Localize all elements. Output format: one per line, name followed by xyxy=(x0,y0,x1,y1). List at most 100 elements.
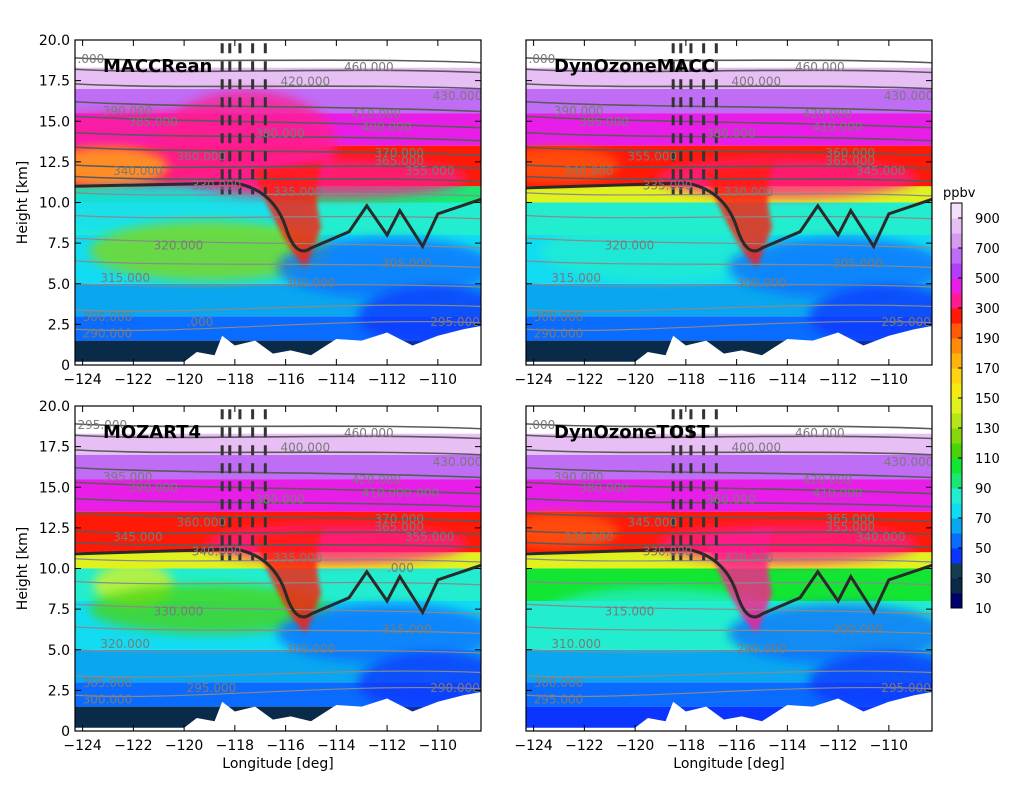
colorbar-swatch xyxy=(951,353,962,369)
tropopause-line xyxy=(526,547,932,619)
contour-label: 460.000 xyxy=(795,426,845,440)
isentrope-line xyxy=(526,164,932,170)
tropopause-line xyxy=(75,181,481,253)
x-tick-label: −122 xyxy=(565,372,603,388)
isentrope-line xyxy=(526,649,932,654)
contour-label: 410.000 xyxy=(813,120,863,134)
x-tick-label: −122 xyxy=(565,738,603,754)
contour-label: 360.000 xyxy=(825,146,875,160)
contour-label: 385.000 xyxy=(579,115,629,129)
ozone-band xyxy=(526,433,932,455)
colorbar-swatch xyxy=(951,383,962,399)
colorbar-swatch xyxy=(951,248,962,264)
colorbar-swatch xyxy=(951,563,962,579)
contour-label: 335.000 xyxy=(273,551,323,565)
contour-label: 355.000 xyxy=(628,149,678,163)
contour-label: 305.000 xyxy=(382,257,432,271)
ozone-band xyxy=(75,406,481,434)
contour-label: 300.000 xyxy=(286,276,336,290)
colorbar-swatch xyxy=(951,518,962,534)
contour-label: 315.000 xyxy=(605,605,655,619)
contour-label: 300.000 xyxy=(286,642,336,656)
colorbar-tick-label: 110 xyxy=(975,452,1000,467)
contour-label: 340.000 xyxy=(113,164,163,178)
ozone-band xyxy=(526,40,932,68)
x-tick-label: −114 xyxy=(317,738,356,754)
panel-title: MOZART4 xyxy=(103,422,201,443)
y-axis-label: Height [km] xyxy=(15,527,31,610)
colorbar-tick-label: 70 xyxy=(975,512,992,527)
contour-label: 320.000 xyxy=(724,551,774,565)
contour-label: 300.000 xyxy=(83,310,133,324)
contour-label: 380.000 xyxy=(255,127,305,141)
colorbar-tick-label: 90 xyxy=(975,482,992,497)
contour-label: 365.000 xyxy=(374,520,424,534)
contour-label: 420.000 xyxy=(352,473,402,487)
contour-label: 400.000 xyxy=(362,120,412,134)
y-tick-label: 20.0 xyxy=(39,399,70,415)
terrain-mask xyxy=(526,326,932,365)
ozone-feature xyxy=(357,286,481,347)
x-tick-label: −124 xyxy=(63,372,102,388)
ozone-intrusion xyxy=(252,527,324,634)
colorbar: 10 30 50 70 90 110 130 150 170 190 300 500 700 900 ppb… xyxy=(943,186,1000,617)
x-tick-label: −120 xyxy=(616,738,654,754)
contour-label: 380.000 xyxy=(579,481,629,495)
colorbar-tick-label: 50 xyxy=(975,542,992,557)
isentrope-line xyxy=(75,214,481,220)
contour-label: 380.000 xyxy=(706,127,756,141)
x-tick-label: −118 xyxy=(667,372,705,388)
contour-label: 335.000 xyxy=(643,179,693,193)
x-tick-label: −122 xyxy=(114,372,152,388)
contour-label: 305.000 xyxy=(833,257,883,271)
terrain-mask xyxy=(526,692,932,731)
contour-label: 460.000 xyxy=(344,426,394,440)
contour-label: 315.000 xyxy=(382,623,432,637)
contour-label: 390.000 xyxy=(554,470,604,484)
contour-label: 395.000 xyxy=(103,470,153,484)
y-tick-label: 0 xyxy=(61,724,70,740)
colorbar-frame xyxy=(950,202,963,609)
x-tick-label: −124 xyxy=(514,738,553,754)
contour-label: 330.000 xyxy=(154,605,204,619)
contour-label: 290.000 xyxy=(430,681,480,695)
ozone-band xyxy=(75,433,481,455)
contour-label: 410.000 xyxy=(813,486,863,500)
x-tick-label: −112 xyxy=(819,738,857,754)
contour-label: .000 xyxy=(78,52,105,66)
isentrope-line xyxy=(526,320,932,332)
colorbar-tick-label: 130 xyxy=(975,422,1000,437)
colorbar-swatch xyxy=(951,548,962,564)
contour-label: 400.000 xyxy=(281,441,331,455)
colorbar-tick-label: 190 xyxy=(975,332,1000,347)
colorbar-tick-label: 30 xyxy=(975,572,992,587)
isentrope-line xyxy=(75,283,481,288)
contour-label: 300.000 xyxy=(534,676,584,690)
isentrope-line xyxy=(75,320,481,332)
contour-label: 300.000 xyxy=(833,623,883,637)
contour-label: 335.000 xyxy=(273,185,323,199)
x-tick-label: −116 xyxy=(717,372,756,388)
contour-label: 410.000 xyxy=(362,486,412,500)
contour-label: 295.000 xyxy=(187,681,237,695)
x-axis-label: Longitude [deg] xyxy=(222,756,333,772)
y-tick-label: 10.0 xyxy=(39,562,70,578)
x-tick-label: −120 xyxy=(165,738,203,754)
contour-label: 390.000 xyxy=(128,481,178,495)
colorbar-tick-label: 170 xyxy=(975,362,1000,377)
contour-label: 315.000 xyxy=(551,271,601,285)
colorbar-swatch xyxy=(951,458,962,474)
isentrope-line xyxy=(75,649,481,654)
contour-label: 330.000 xyxy=(643,545,693,559)
ozone-band xyxy=(526,67,932,89)
ozone-band xyxy=(526,406,932,434)
contour-label: 305.000 xyxy=(83,676,133,690)
y-tick-label: 17.5 xyxy=(39,74,70,90)
contour-label: 365.000 xyxy=(825,154,875,168)
contour-label: 360.000 xyxy=(706,493,756,507)
contour-label: 355.000 xyxy=(405,530,455,544)
contour-label: 340.000 xyxy=(856,530,906,544)
contour-label: 355.000 xyxy=(825,520,875,534)
x-tick-label: −114 xyxy=(768,738,807,754)
